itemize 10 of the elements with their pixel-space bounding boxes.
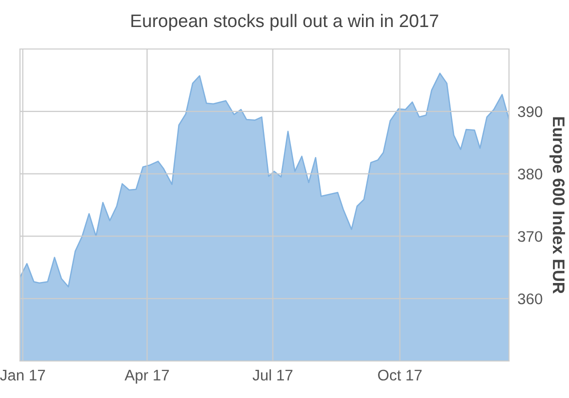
y-tick-label: 370 — [518, 231, 542, 242]
x-tick-label: Jan 17 — [0, 370, 45, 381]
chart-title: European stocks pull out a win in 2017 — [131, 14, 438, 31]
x-tick-label: Oct 17 — [378, 370, 422, 381]
y-axis-title: Europe 600 Index EUR — [550, 117, 566, 294]
y-tick-label: 360 — [518, 293, 542, 304]
y-tick-label: 380 — [518, 168, 542, 180]
x-tick-label: Jul 17 — [252, 369, 292, 381]
y-tick-label: 390 — [518, 106, 542, 118]
x-tick-label: Apr 17 — [124, 370, 169, 384]
